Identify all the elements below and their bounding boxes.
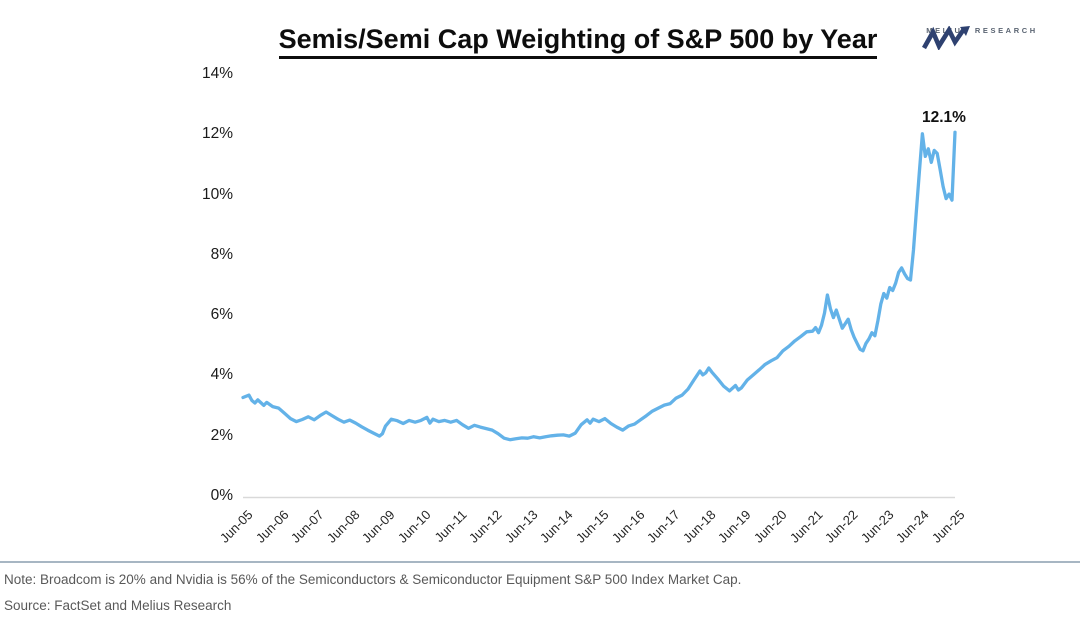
source-text: Source: FactSet and Melius Research: [4, 598, 232, 613]
melius-logo-mark: [922, 26, 970, 50]
chart-title: Semis/Semi Cap Weighting of S&P 500 by Y…: [242, 24, 914, 59]
footnote-text: Note: Broadcom is 20% and Nvidia is 56% …: [4, 572, 742, 587]
y-tick-label: 10%: [201, 185, 233, 203]
semis-weighting-line-series: [241, 130, 957, 442]
y-tick-label: 4%: [210, 366, 233, 384]
y-tick-label: 8%: [210, 245, 233, 263]
melius-logo-text: MELIUS RESEARCH: [926, 26, 1038, 35]
melius-research-logo: MELIUS RESEARCH: [922, 26, 1042, 50]
y-tick-label: 6%: [210, 306, 233, 324]
line-chart-plot: [241, 130, 957, 499]
y-tick-label: 14%: [201, 65, 233, 82]
y-tick-label: 2%: [210, 426, 233, 444]
y-tick-label: 0%: [210, 487, 233, 504]
last-value-annotation: 12.1%: [922, 109, 966, 127]
y-tick-label: 12%: [201, 125, 233, 143]
footer-divider-line: [0, 561, 1080, 563]
